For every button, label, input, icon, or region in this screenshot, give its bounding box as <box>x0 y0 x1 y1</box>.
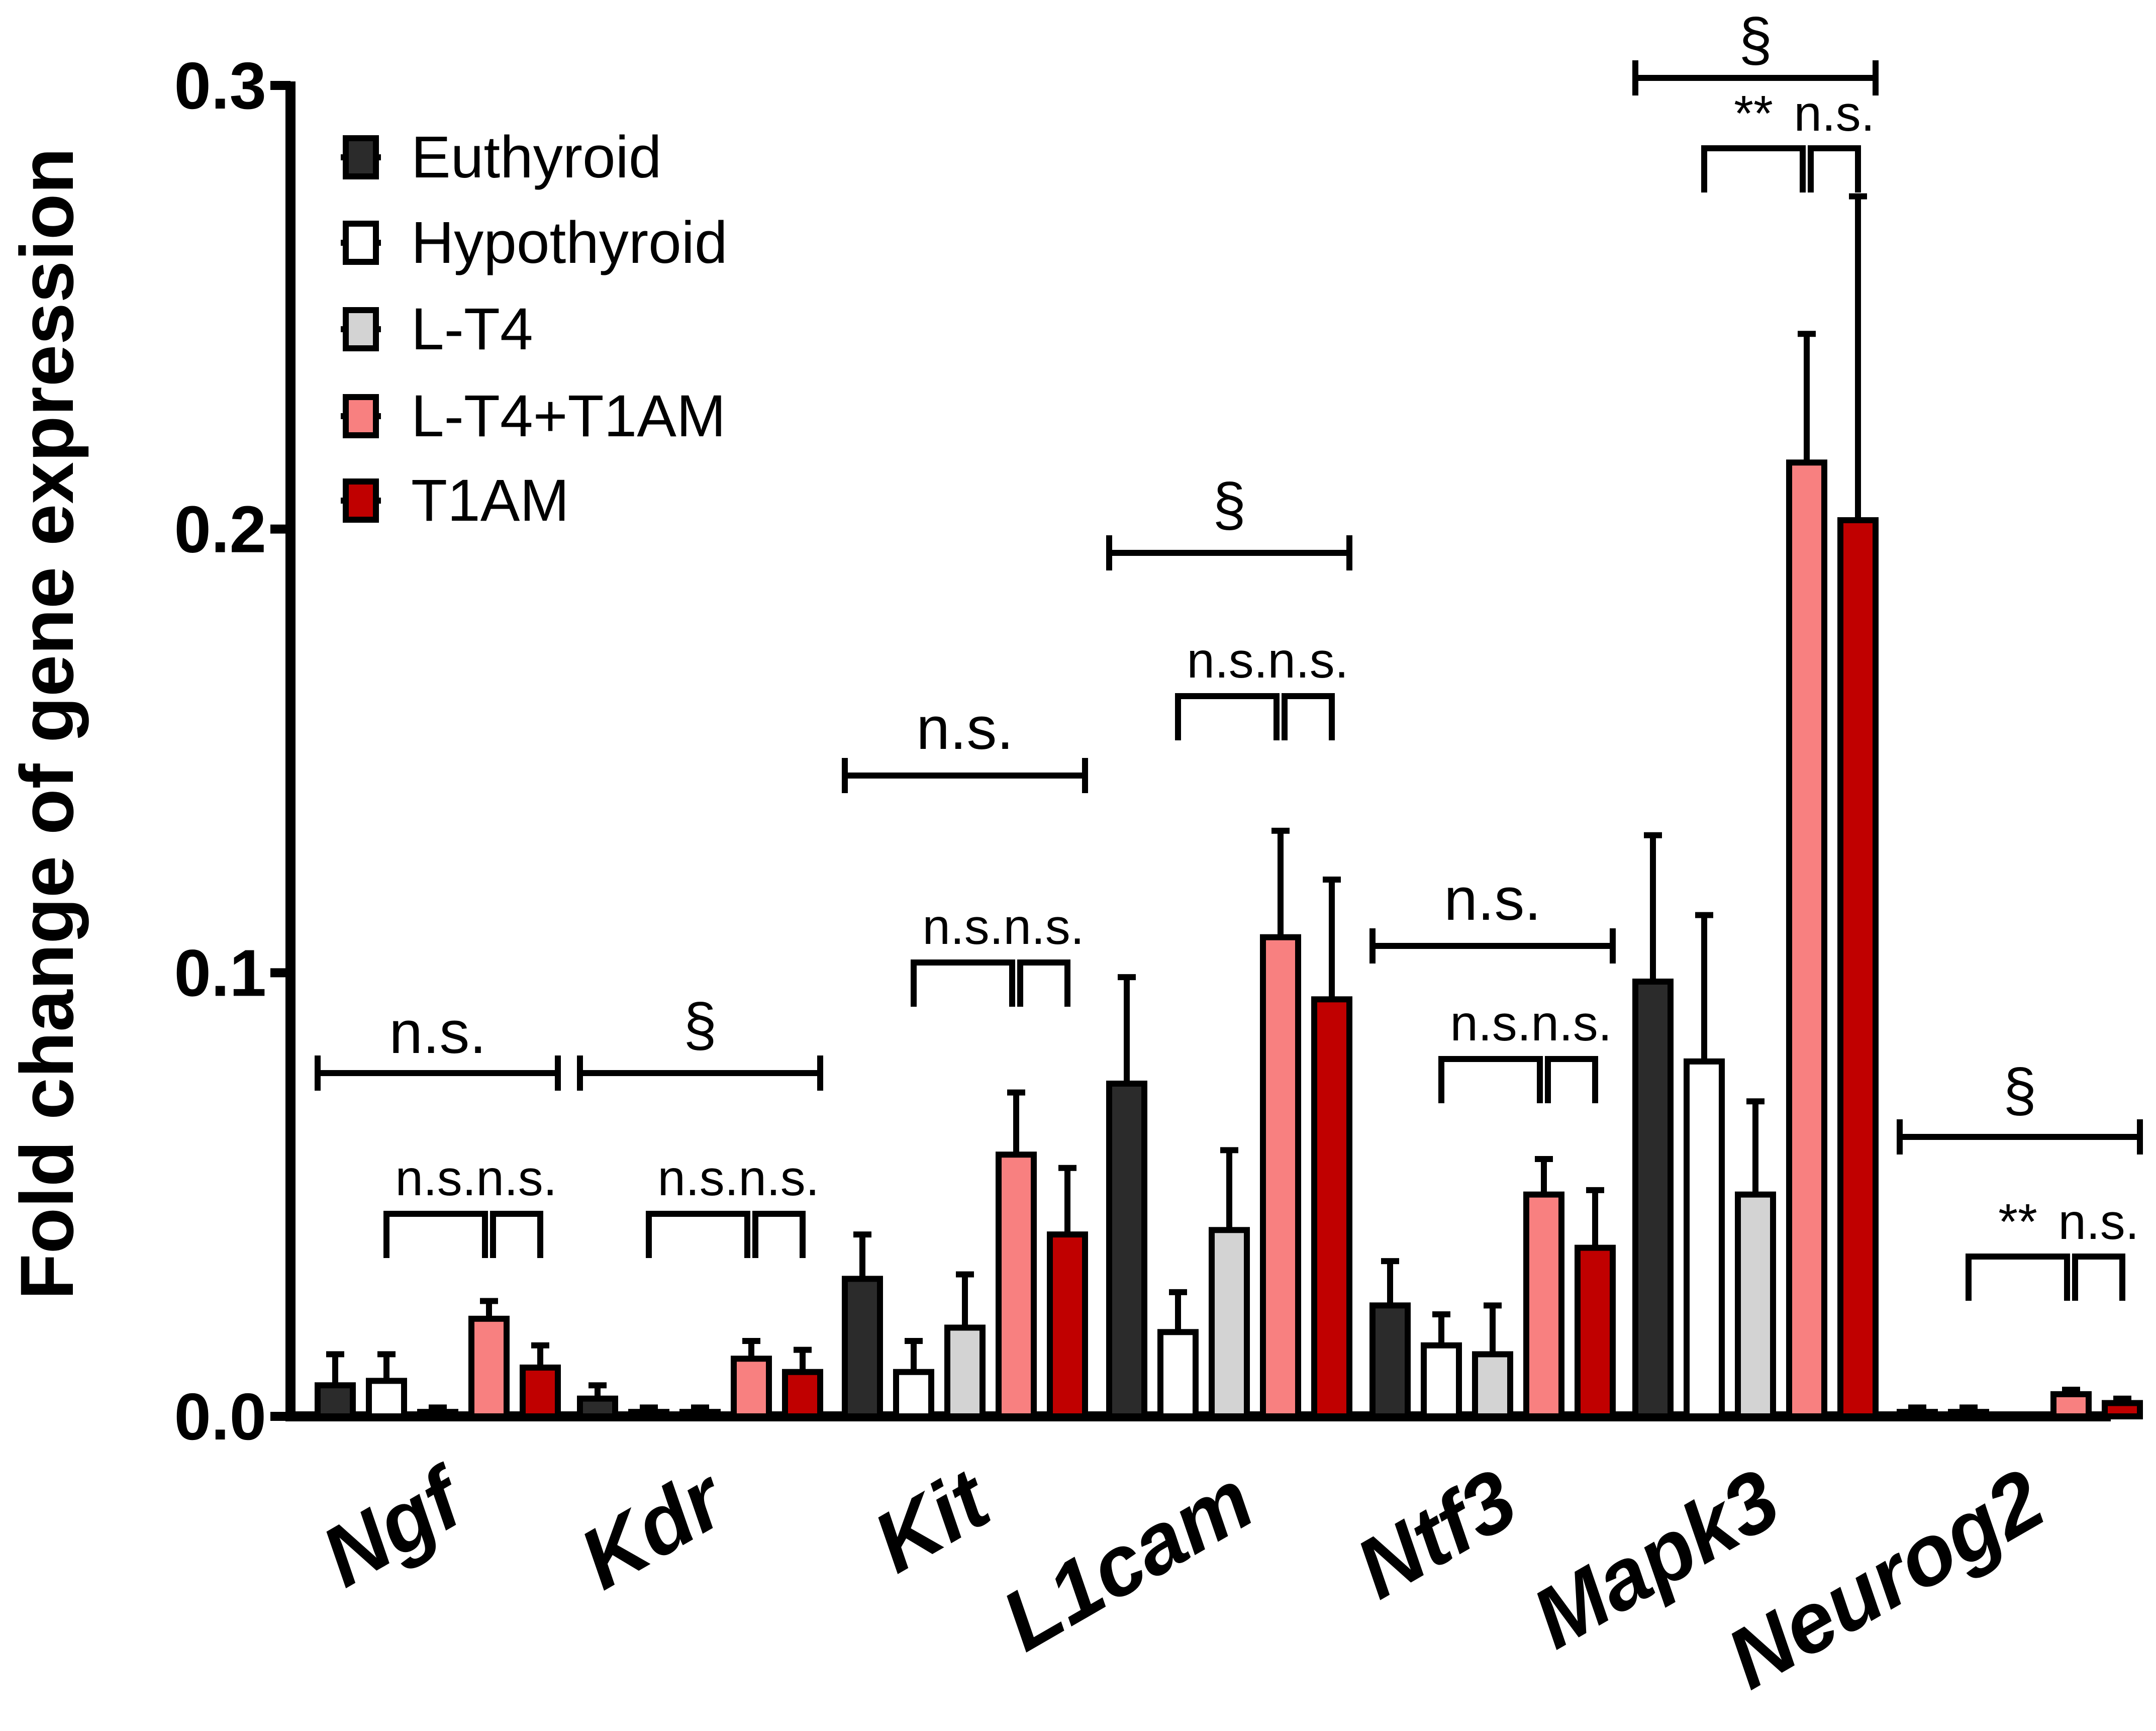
pairwise-bracket <box>490 1211 543 1258</box>
bar <box>944 1324 986 1419</box>
bar <box>2050 1391 2092 1420</box>
pairwise-bracket <box>1808 145 1861 193</box>
y-tick-label: 0.0 <box>174 1380 267 1454</box>
overall-significance-label: § <box>2003 1056 2037 1124</box>
bar <box>1837 517 1879 1419</box>
overall-significance-label: § <box>1213 471 1246 538</box>
bar <box>1472 1351 1513 1420</box>
pairwise-significance-label: n.s. <box>2058 1194 2139 1250</box>
x-tick-label: Kit <box>858 1450 1007 1591</box>
bar <box>1421 1342 1462 1420</box>
bar <box>1369 1302 1411 1419</box>
bar <box>577 1395 618 1420</box>
bar <box>1735 1191 1776 1420</box>
legend-swatch <box>343 135 379 179</box>
pairwise-bracket <box>1438 1056 1543 1103</box>
x-tick-label: L1cam <box>987 1451 1268 1669</box>
legend-label: L-T4+T1AM <box>411 383 726 449</box>
bar <box>1260 934 1301 1419</box>
bar <box>996 1151 1037 1419</box>
bar <box>782 1369 823 1420</box>
legend-swatch <box>343 221 379 265</box>
x-tick-label: Kdr <box>564 1450 743 1608</box>
y-axis-title: Fold change of gene expression <box>5 148 89 1300</box>
pairwise-bracket <box>1282 693 1335 740</box>
bar <box>2102 1400 2143 1420</box>
legend-label: Euthyroid <box>411 124 662 190</box>
bar <box>366 1378 407 1420</box>
bar <box>1209 1227 1250 1420</box>
y-tick-label: 0.2 <box>174 493 267 566</box>
legend-label: Hypothyroid <box>411 210 728 276</box>
pairwise-significance-label: n.s. <box>738 1150 819 1206</box>
pairwise-bracket <box>1017 959 1070 1007</box>
pairwise-significance-label: n.s. <box>1003 899 1084 955</box>
overall-significance-label: n.s. <box>389 999 486 1066</box>
bar <box>1684 1058 1725 1420</box>
bar <box>1311 996 1352 1419</box>
bar <box>417 1409 458 1420</box>
bar <box>731 1356 772 1420</box>
bar <box>1948 1409 1989 1420</box>
legend-swatch <box>343 307 379 351</box>
legend-label: L-T4 <box>411 296 533 362</box>
pairwise-significance-label: n.s. <box>657 1150 738 1206</box>
bar <box>1047 1231 1088 1420</box>
overall-significance-label: § <box>683 991 717 1059</box>
pairwise-significance-label: ** <box>1734 85 1773 142</box>
pairwise-bracket <box>1175 693 1280 740</box>
pairwise-bracket <box>383 1211 488 1258</box>
y-tick-label: 0.1 <box>174 936 267 1010</box>
pairwise-significance-label: n.s. <box>1187 632 1267 689</box>
legend-swatch <box>343 394 379 438</box>
bar <box>1523 1191 1564 1420</box>
bar <box>520 1364 561 1420</box>
x-tick-label: Ntf3 <box>1340 1451 1532 1617</box>
pairwise-bracket <box>646 1211 750 1258</box>
pairwise-bracket <box>2072 1254 2125 1301</box>
pairwise-significance-label: n.s. <box>1794 85 1875 142</box>
bar <box>468 1315 510 1419</box>
bar <box>315 1382 356 1420</box>
pairwise-significance-label: n.s. <box>476 1150 557 1206</box>
bar <box>1575 1244 1616 1419</box>
bar <box>628 1409 669 1420</box>
x-tick-label: Ngf <box>306 1448 483 1605</box>
bar <box>1157 1329 1199 1419</box>
y-tick-label: 0.3 <box>174 49 267 123</box>
pairwise-bracket <box>1545 1056 1598 1103</box>
bar <box>842 1276 883 1419</box>
pairwise-bracket <box>752 1211 806 1258</box>
pairwise-significance-label: n.s. <box>922 899 1003 955</box>
overall-significance-label: n.s. <box>916 695 1013 762</box>
legend-swatch <box>343 478 379 523</box>
legend-label: T1AM <box>411 467 569 534</box>
pairwise-significance-label: n.s. <box>1450 995 1531 1051</box>
pairwise-bracket <box>1966 1254 2070 1301</box>
pairwise-significance-label: n.s. <box>395 1150 476 1206</box>
pairwise-significance-label: ** <box>1998 1194 2037 1250</box>
bar <box>1786 459 1827 1419</box>
overall-significance-label: § <box>1739 6 1773 73</box>
pairwise-bracket <box>911 959 1015 1007</box>
bar <box>1632 978 1674 1419</box>
bar <box>1106 1081 1147 1419</box>
pairwise-bracket <box>1701 145 1806 193</box>
pairwise-significance-label: n.s. <box>1531 995 1612 1051</box>
overall-significance-label: n.s. <box>1444 866 1541 933</box>
bar <box>679 1409 721 1420</box>
pairwise-significance-label: n.s. <box>1267 632 1348 689</box>
bar <box>1897 1409 1938 1420</box>
bar <box>893 1369 934 1420</box>
